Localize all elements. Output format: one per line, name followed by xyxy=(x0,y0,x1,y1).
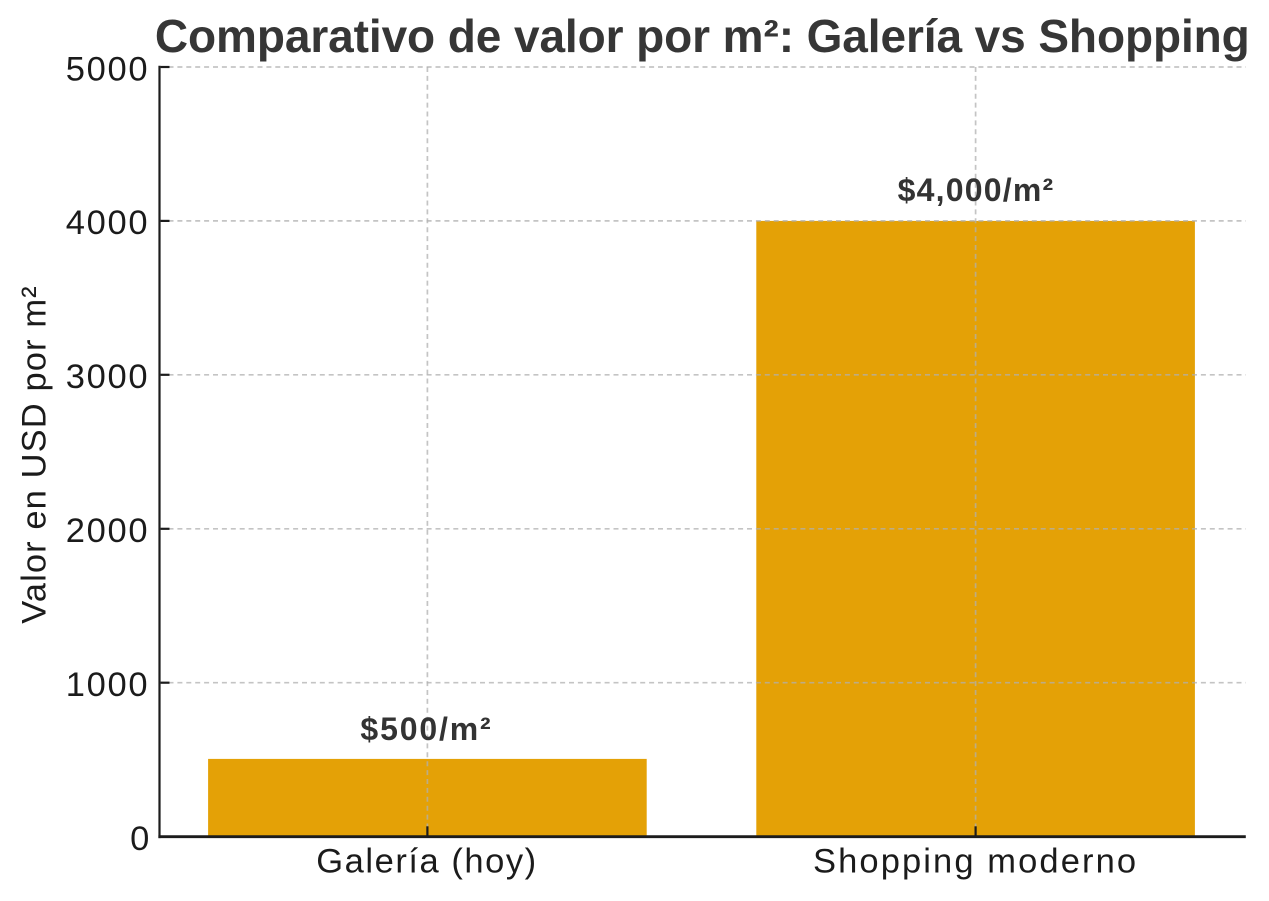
svg-text:Comparativo de valor por m²: G: Comparativo de valor por m²: Galería vs … xyxy=(155,10,1250,62)
svg-text:4000: 4000 xyxy=(66,204,150,242)
svg-text:5000: 5000 xyxy=(66,50,150,88)
svg-text:$4,000/m²: $4,000/m² xyxy=(898,172,1055,208)
svg-text:2000: 2000 xyxy=(66,512,150,550)
svg-text:Valor en USD por m²: Valor en USD por m² xyxy=(16,285,54,624)
svg-text:Galería (hoy): Galería (hoy) xyxy=(316,842,537,880)
svg-text:0: 0 xyxy=(130,820,149,858)
svg-text:Shopping moderno: Shopping moderno xyxy=(813,842,1138,880)
svg-text:$500/m²: $500/m² xyxy=(360,711,492,747)
svg-text:1000: 1000 xyxy=(66,666,150,704)
svg-text:3000: 3000 xyxy=(66,358,150,396)
